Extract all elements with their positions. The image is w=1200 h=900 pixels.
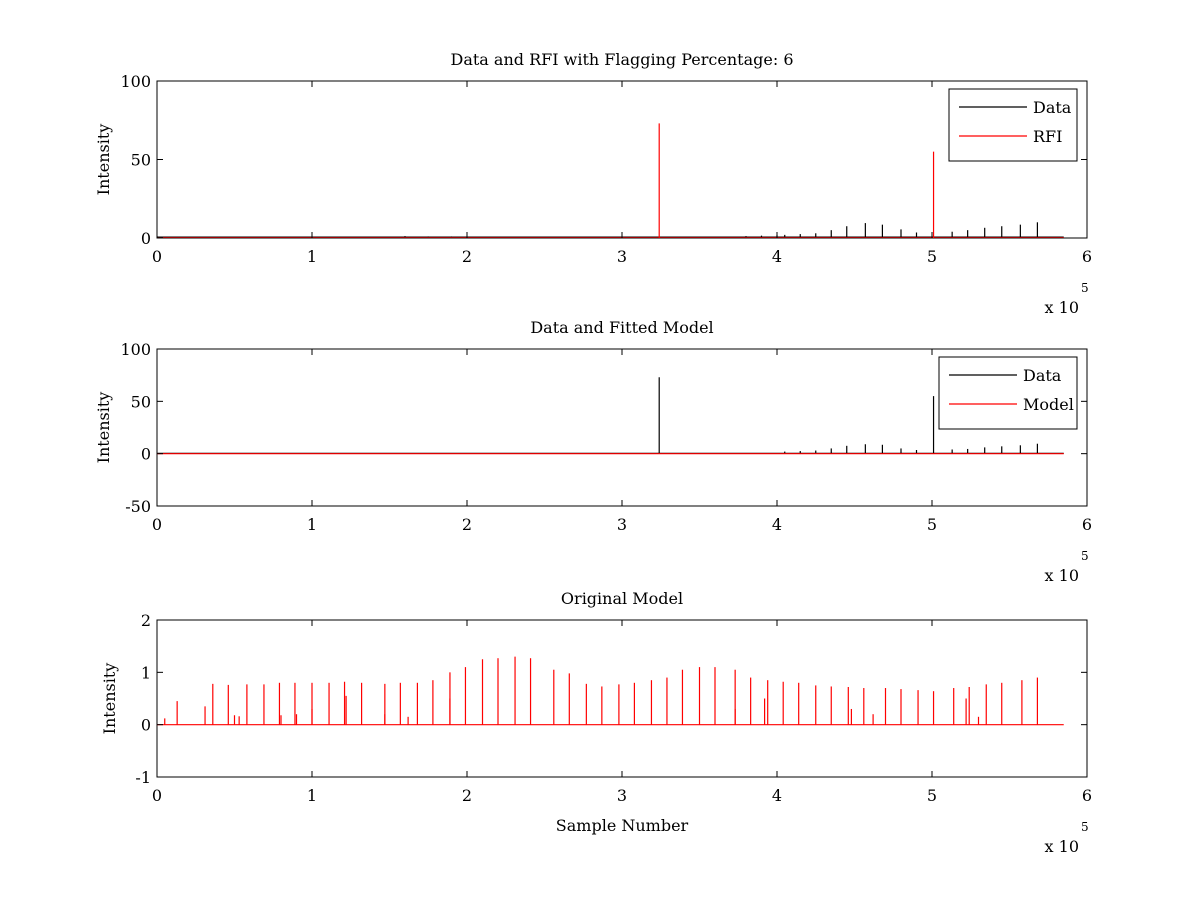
axes-box [156,80,1088,239]
x-tick-label: 2 [462,247,472,266]
x-tick-label: 6 [1082,247,1092,266]
x-tick-label: 1 [307,786,317,805]
x-tick-label: 6 [1082,515,1092,534]
legend-label: Model [1023,395,1074,414]
x-tick-label: 0 [152,247,162,266]
y-tick-label: 1 [141,663,151,682]
x-tick-label: 0 [152,786,162,805]
y-tick-label: 50 [131,151,151,170]
y-tick-label: 2 [141,611,151,630]
legend-label: Data [1023,366,1062,385]
x-tick-label: 4 [772,786,782,805]
y-axis-label: Intensity [94,392,113,464]
plot-area [157,656,1064,726]
y-tick-label: 100 [120,340,151,359]
x-tick-label: 2 [462,515,472,534]
chart-title: Original Model [561,589,683,608]
plot-area [157,377,1064,455]
x-multiplier-power: 5 [1081,281,1089,295]
series-model [157,656,1064,726]
legend: Data Model [938,356,1078,430]
x-tick-label: 2 [462,786,472,805]
y-tick-label: 0 [141,229,151,248]
y-tick-label: 0 [141,445,151,464]
x-tick-label: 1 [307,247,317,266]
x-tick-label: 6 [1082,786,1092,805]
x-tick-label: 5 [927,247,937,266]
x-tick-label: 4 [772,247,782,266]
y-axis-label: Intensity [94,124,113,196]
legend: Data RFI [948,88,1078,162]
x-multiplier-power: 5 [1081,820,1089,834]
chart-title: Data and Fitted Model [530,318,713,337]
x-tick-label: 3 [617,247,627,266]
legend-box [938,356,1078,430]
x-tick-label: 5 [927,786,937,805]
y-tick-label: 50 [131,392,151,411]
x-multiplier-power: 5 [1081,549,1089,563]
x-multiplier: x 10 [1045,298,1079,317]
legend-label: RFI [1033,127,1062,146]
y-axis-label: Intensity [100,663,119,735]
y-tick-label: -50 [125,497,151,516]
x-multiplier: x 10 [1045,837,1079,856]
x-tick-label: 3 [617,515,627,534]
x-tick-label: 0 [152,515,162,534]
y-tick-label: 0 [141,716,151,735]
axes-box [156,619,1088,778]
chart-title: Data and RFI with Flagging Percentage: 6 [450,50,793,69]
x-tick-label: 3 [617,786,627,805]
series-rfi [157,123,1064,238]
x-tick-label: 4 [772,515,782,534]
x-multiplier: x 10 [1045,566,1079,585]
legend-box [948,88,1078,162]
chart-panel-1: 0 1 2 3 4 5 6 0 50 100 Data and RFI with Flagging … [94,50,1092,317]
y-tick-label: 100 [120,72,151,91]
y-tick-label: -1 [135,768,151,787]
x-axis-label: Sample Number [556,816,689,835]
x-tick-label: 1 [307,515,317,534]
legend-label: Data [1033,98,1072,117]
x-tick-label: 5 [927,515,937,534]
